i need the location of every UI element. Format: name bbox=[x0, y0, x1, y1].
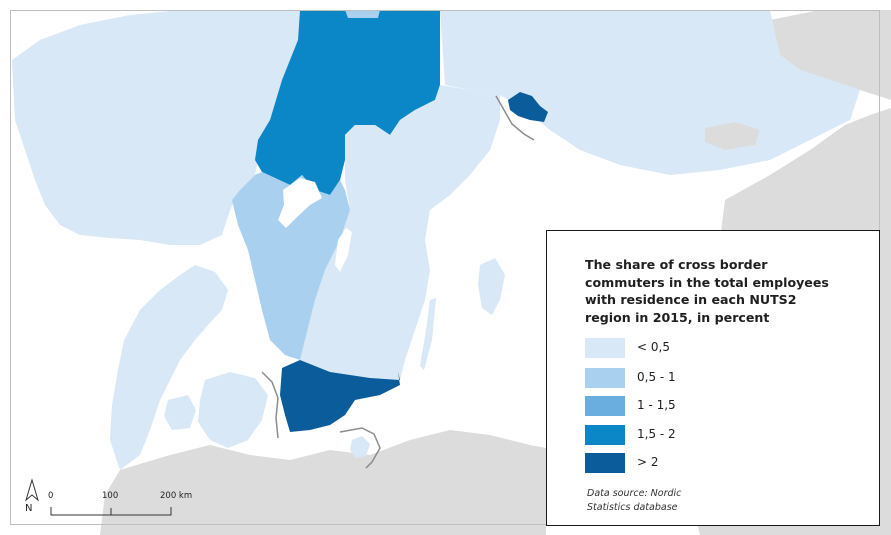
region-sweden-south bbox=[280, 360, 400, 432]
legend: The share of cross border commuters in t… bbox=[546, 230, 880, 526]
region-sweden-top-sliver bbox=[345, 10, 380, 18]
region-sweden-east bbox=[300, 85, 500, 380]
legend-label: > 2 bbox=[637, 455, 659, 469]
scale-bar-line bbox=[50, 507, 172, 516]
region-estonia-island bbox=[705, 122, 760, 150]
maritime-boundary-oresund bbox=[261, 371, 279, 439]
scale-tick-0: 0 bbox=[48, 491, 54, 501]
maritime-boundary-bornholm bbox=[339, 427, 381, 469]
region-bornholm bbox=[350, 436, 370, 458]
legend-item-1-1-5: 1 - 1,5 bbox=[585, 396, 785, 416]
region-denmark-jutland bbox=[110, 265, 228, 470]
legend-label: 1,5 - 2 bbox=[637, 427, 676, 441]
legend-item-gt-2: > 2 bbox=[585, 453, 785, 473]
region-germany-poland-grey bbox=[100, 430, 546, 535]
scale-tick-100: 100 bbox=[102, 491, 119, 501]
region-norway bbox=[12, 10, 300, 245]
legend-swatch bbox=[585, 338, 625, 358]
north-arrow-icon bbox=[25, 478, 39, 502]
region-oland bbox=[420, 298, 436, 370]
region-gotland bbox=[478, 258, 505, 315]
region-russia-north-grey bbox=[770, 10, 891, 100]
region-denmark-funen bbox=[164, 395, 196, 430]
legend-swatch bbox=[585, 453, 625, 473]
legend-label: 0,5 - 1 bbox=[637, 370, 676, 384]
north-arrow: N bbox=[22, 478, 42, 518]
maritime-boundary-aland bbox=[495, 95, 535, 141]
region-sweden-north-middle bbox=[255, 10, 440, 195]
legend-label: 1 - 1,5 bbox=[637, 398, 676, 412]
scale-bar: 0 100 200 km bbox=[10, 478, 230, 528]
legend-label: < 0,5 bbox=[637, 340, 670, 354]
legend-swatch bbox=[585, 425, 625, 445]
data-source-note: Data source: Nordic Statistics database bbox=[587, 488, 682, 513]
lake-vattern bbox=[335, 228, 352, 272]
legend-swatch bbox=[585, 368, 625, 388]
region-denmark-islands bbox=[198, 372, 268, 448]
legend-title: The share of cross border commuters in t… bbox=[585, 257, 829, 325]
region-sweden-west bbox=[232, 172, 350, 360]
north-label: N bbox=[25, 503, 33, 514]
legend-item-1-5-2: 1,5 - 2 bbox=[585, 425, 785, 445]
scale-tick-200: 200 km bbox=[160, 491, 193, 501]
lake-vanern bbox=[278, 178, 322, 228]
region-aland bbox=[508, 92, 548, 122]
legend-item-0-5-1: 0,5 - 1 bbox=[585, 368, 785, 388]
legend-item-lt-0-5: < 0,5 bbox=[585, 338, 785, 358]
legend-swatch bbox=[585, 396, 625, 416]
